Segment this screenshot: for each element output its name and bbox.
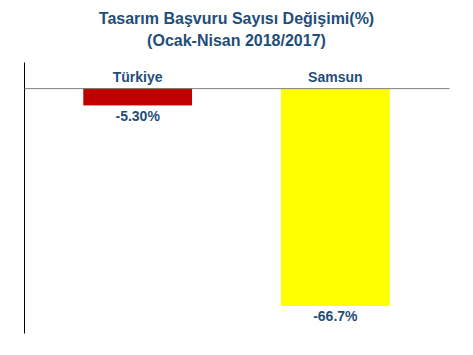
- data-label: -5.30%: [115, 108, 160, 124]
- bar: [281, 88, 390, 306]
- data-labels: -5.30% -66.7%: [115, 108, 358, 324]
- bar: [83, 88, 192, 105]
- data-label: -66.7%: [313, 308, 358, 324]
- y-axis: [24, 63, 25, 334]
- x-tick: Türkiye: [113, 69, 163, 85]
- subtitle: (Ocak-Nisan 2018/2017): [147, 32, 326, 49]
- y-axis-line: [24, 63, 25, 334]
- x-axis-line: [25, 88, 450, 89]
- x-tick: Samsun: [308, 69, 362, 85]
- bars: [83, 88, 389, 306]
- title: Tasarım Başvuru Sayısı Değişimi(%): [99, 10, 374, 27]
- x-axis: Türkiye Samsun: [25, 69, 450, 89]
- chart-container: Tasarım Başvuru Sayısı Değişimi(%) (Ocak-…: [0, 0, 473, 355]
- x-tick-label: Türkiye: [113, 69, 163, 85]
- x-tick-label: Samsun: [308, 69, 362, 85]
- chart-svg: Tasarım Başvuru Sayısı Değişimi(%) (Ocak-…: [0, 0, 473, 355]
- plot-area: Türkiye Samsun -5.30% -66.7%: [25, 63, 450, 334]
